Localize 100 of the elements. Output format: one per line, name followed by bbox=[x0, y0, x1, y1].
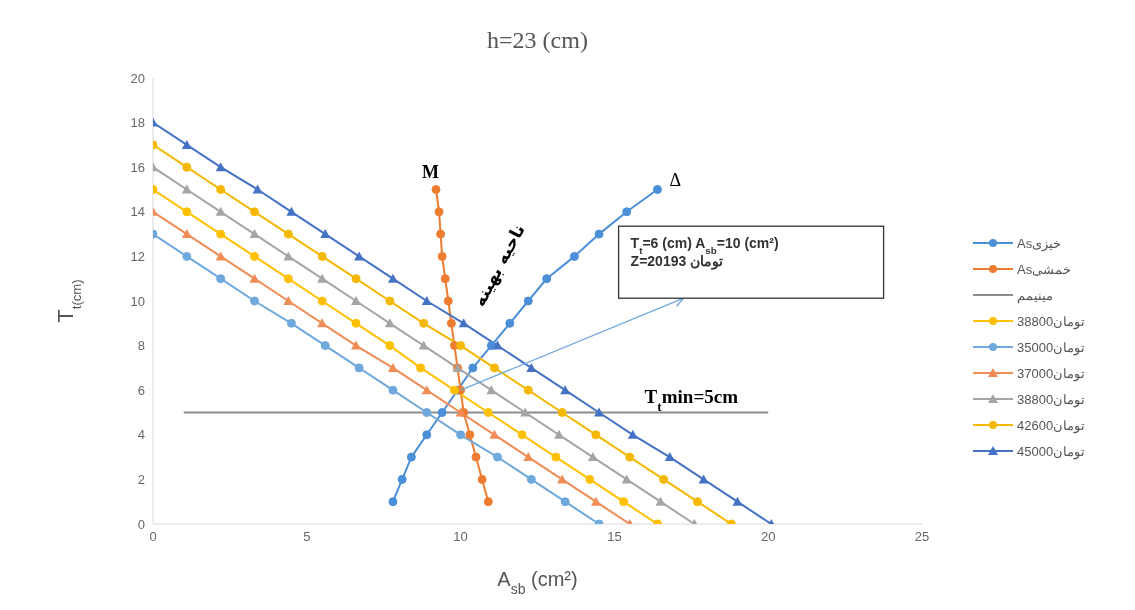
point bbox=[526, 474, 536, 484]
point bbox=[216, 274, 226, 284]
point bbox=[215, 251, 226, 261]
point bbox=[622, 207, 632, 217]
x-tick-label: 20 bbox=[760, 529, 776, 545]
point bbox=[181, 229, 192, 239]
point bbox=[283, 274, 293, 284]
point bbox=[587, 452, 598, 462]
point bbox=[283, 251, 294, 261]
point bbox=[286, 318, 296, 328]
point bbox=[422, 430, 432, 440]
point bbox=[517, 430, 527, 440]
point bbox=[619, 497, 629, 507]
legend-label: Asخیزی bbox=[1017, 235, 1062, 251]
point bbox=[317, 296, 327, 306]
point bbox=[594, 407, 605, 417]
point bbox=[215, 162, 226, 172]
point bbox=[652, 185, 662, 194]
y-tick-label: 14 bbox=[130, 204, 145, 220]
legend-label: 35000تومان bbox=[1017, 339, 1086, 355]
legend-label: مینیمم bbox=[1017, 287, 1053, 303]
point bbox=[422, 408, 432, 417]
point bbox=[486, 385, 497, 395]
point bbox=[181, 139, 192, 149]
point bbox=[732, 496, 743, 506]
x-axis-title: A$_{sb}$ (cm²) bbox=[497, 568, 578, 597]
point bbox=[698, 474, 709, 484]
point bbox=[456, 430, 466, 440]
point bbox=[664, 452, 675, 462]
point bbox=[489, 363, 499, 373]
point bbox=[492, 340, 503, 350]
point bbox=[523, 296, 533, 306]
point bbox=[557, 408, 567, 417]
point bbox=[406, 452, 416, 462]
point bbox=[421, 296, 432, 305]
point bbox=[655, 496, 666, 506]
point bbox=[397, 474, 407, 484]
point bbox=[182, 207, 192, 217]
y-tick-label: 10 bbox=[130, 293, 145, 309]
point bbox=[465, 430, 475, 440]
point bbox=[456, 341, 466, 351]
legend-label: Asخمشی bbox=[1017, 261, 1072, 277]
point bbox=[489, 429, 500, 439]
point bbox=[468, 363, 478, 373]
point bbox=[440, 274, 450, 284]
point bbox=[627, 429, 638, 439]
point bbox=[351, 274, 361, 284]
legend-label: 37000تومان bbox=[1017, 365, 1086, 381]
point bbox=[542, 274, 552, 284]
point bbox=[388, 385, 398, 395]
legend-label: 42600تومان bbox=[1017, 417, 1086, 433]
point bbox=[216, 229, 226, 239]
point bbox=[493, 452, 503, 462]
point bbox=[419, 318, 429, 328]
point bbox=[385, 341, 395, 351]
point bbox=[181, 184, 192, 194]
point bbox=[520, 407, 531, 417]
point bbox=[286, 206, 297, 216]
point bbox=[443, 296, 453, 306]
y-tick-label: 6 bbox=[137, 382, 145, 398]
point bbox=[625, 452, 635, 462]
point bbox=[483, 408, 493, 417]
y-tick-label: 16 bbox=[130, 159, 145, 175]
point bbox=[216, 185, 226, 194]
legend-label: 38800تومان bbox=[1017, 391, 1086, 407]
point bbox=[560, 385, 571, 395]
point bbox=[437, 408, 447, 417]
point bbox=[458, 318, 469, 328]
point bbox=[387, 362, 398, 372]
y-tick-label: 12 bbox=[130, 249, 145, 265]
y-tick-label: 8 bbox=[137, 338, 145, 354]
point bbox=[692, 497, 702, 507]
point bbox=[249, 229, 260, 239]
point bbox=[354, 363, 364, 373]
point bbox=[483, 497, 493, 507]
annotation: ناحیه بهینه bbox=[468, 220, 530, 311]
point bbox=[250, 207, 260, 217]
chart-title: h=23 (cm) bbox=[487, 27, 588, 53]
legend-label: 45000تومان bbox=[1017, 443, 1086, 459]
point bbox=[437, 251, 447, 261]
x-tick-label: 15 bbox=[607, 529, 622, 545]
x-tick-label: 25 bbox=[914, 529, 930, 545]
point bbox=[455, 407, 466, 417]
point bbox=[215, 206, 226, 216]
point bbox=[320, 341, 330, 351]
point bbox=[591, 430, 601, 440]
y-tick-label: 20 bbox=[130, 70, 145, 86]
x-tick-label: 5 bbox=[303, 529, 311, 545]
point bbox=[418, 340, 429, 350]
y-tick-label: 0 bbox=[137, 516, 145, 532]
point bbox=[250, 251, 260, 261]
point bbox=[569, 251, 579, 261]
point bbox=[477, 474, 487, 484]
point bbox=[250, 296, 260, 306]
annotation: Δ bbox=[669, 169, 682, 190]
point bbox=[585, 474, 595, 484]
annotation: M bbox=[421, 161, 439, 182]
point bbox=[486, 341, 496, 351]
point bbox=[436, 229, 446, 239]
point bbox=[523, 385, 533, 395]
